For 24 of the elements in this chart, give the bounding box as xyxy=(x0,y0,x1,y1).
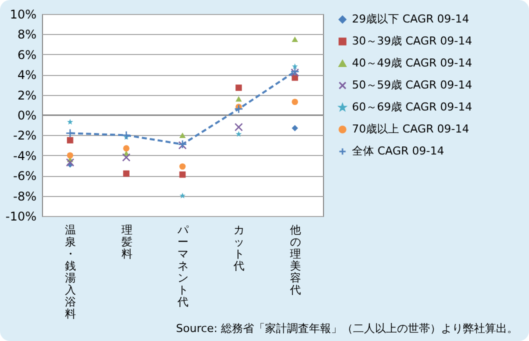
legend-label: 全体 CAGR 09-14 xyxy=(352,144,444,158)
y-tick-label: 4% xyxy=(17,68,36,82)
y-tick-label: -10% xyxy=(5,210,36,224)
legend-label: 50～59歳 CAGR 09-14 xyxy=(352,78,472,92)
y-tick-label: 10% xyxy=(10,8,36,22)
legend-label: 70歳以上 CAGR 09-14 xyxy=(352,122,470,136)
x-tick-label: パーマネント代 xyxy=(176,224,190,308)
legend-label: 29歳以下 CAGR 09-14 xyxy=(352,12,470,26)
y-tick-label: 6% xyxy=(17,48,36,62)
y-tick-label: -8% xyxy=(13,189,36,204)
y-tick-label: -4% xyxy=(13,148,36,163)
legend-label: 30～39歳 CAGR 09-14 xyxy=(352,34,472,48)
source-note: Source: 総務省「家計調査年報」（二人以上の世帯）より弊社算出。 xyxy=(176,322,518,335)
x-tick-label: 他の理美容代 xyxy=(288,224,301,296)
y-tick-label: -6% xyxy=(13,169,36,184)
legend-label: 40～49歳 CAGR 09-14 xyxy=(352,56,472,70)
y-tick-label: 8% xyxy=(17,28,36,42)
x-tick-label: 理髪料 xyxy=(121,224,132,260)
x-tick-label: カット代 xyxy=(232,224,245,272)
y-tick-label: -2% xyxy=(13,128,36,143)
legend-label: 60～69歳 CAGR 09-14 xyxy=(352,100,472,114)
y-tick-label: 0% xyxy=(17,108,36,122)
y-tick-label: 2% xyxy=(17,88,36,102)
x-tick-label: 温泉・銭湯入浴料 xyxy=(65,224,76,320)
